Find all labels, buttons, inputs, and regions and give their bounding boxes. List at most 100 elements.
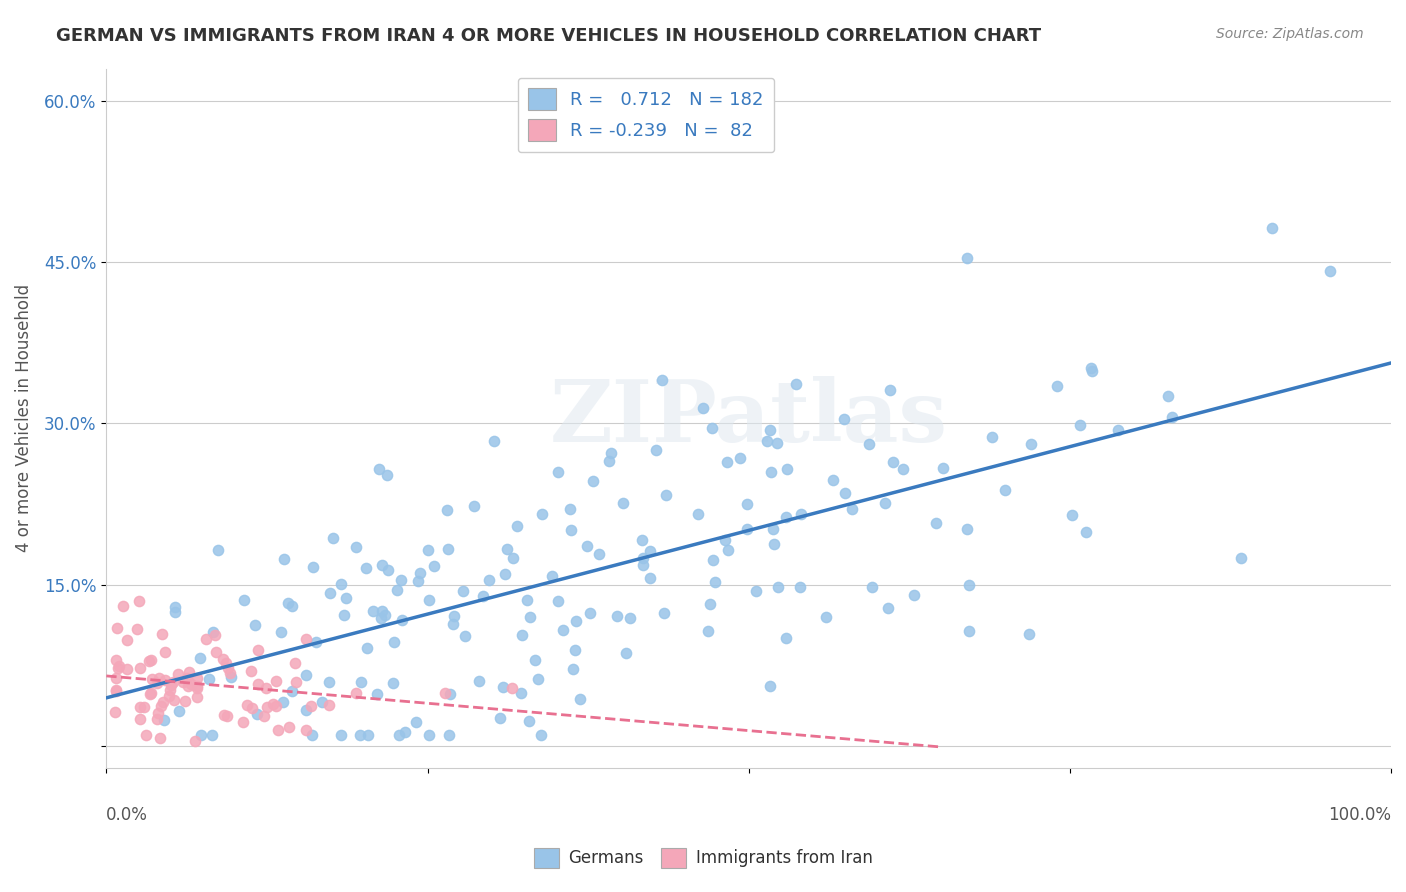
Point: [294, 667, 316, 681]
Point: [254, 681, 277, 695]
Point: [1069, 417, 1091, 432]
Point: [146, 676, 169, 690]
Point: [1157, 389, 1180, 403]
Point: [367, 462, 389, 476]
Point: [394, 725, 416, 739]
Point: [561, 662, 583, 676]
Point: [117, 662, 139, 676]
Point: [728, 450, 751, 465]
Point: [381, 675, 404, 690]
Point: [925, 516, 948, 530]
Point: [416, 543, 439, 558]
Point: [148, 671, 170, 685]
Point: [489, 711, 512, 725]
Point: [484, 434, 506, 448]
Point: [454, 629, 477, 643]
Point: [834, 485, 856, 500]
Point: [385, 583, 408, 598]
Text: GERMAN VS IMMIGRANTS FROM IRAN 4 OR MORE VEHICLES IN HOUSEHOLD CORRELATION CHART: GERMAN VS IMMIGRANTS FROM IRAN 4 OR MORE…: [56, 27, 1042, 45]
Point: [104, 671, 127, 685]
Point: [516, 592, 538, 607]
Point: [496, 541, 519, 556]
Point: [270, 624, 292, 639]
Point: [472, 589, 495, 603]
Point: [127, 623, 149, 637]
Point: [186, 671, 208, 685]
Point: [579, 607, 602, 621]
Point: [271, 695, 294, 709]
Point: [756, 434, 779, 449]
Point: [531, 507, 554, 521]
Point: [815, 610, 838, 624]
Point: [177, 679, 200, 693]
Point: [759, 423, 782, 437]
Point: [105, 653, 128, 667]
Point: [172, 675, 194, 690]
Point: [789, 580, 811, 594]
Point: [111, 599, 134, 613]
Point: [215, 709, 238, 723]
Point: [138, 654, 160, 668]
Point: [650, 373, 672, 387]
Point: [692, 401, 714, 415]
Point: [510, 685, 533, 699]
Point: [186, 681, 208, 695]
Point: [439, 687, 461, 701]
Point: [349, 728, 371, 742]
Point: [823, 474, 845, 488]
Point: [284, 657, 307, 671]
Point: [375, 467, 398, 482]
Point: [612, 496, 634, 510]
Point: [1161, 409, 1184, 424]
Y-axis label: 4 or more Vehicles in Household: 4 or more Vehicles in Household: [15, 284, 32, 552]
Point: [104, 684, 127, 698]
Point: [218, 665, 240, 680]
Point: [194, 632, 217, 646]
Point: [165, 606, 187, 620]
Point: [582, 475, 605, 489]
Point: [558, 502, 581, 516]
Point: [247, 643, 270, 657]
Point: [699, 598, 721, 612]
Point: [994, 483, 1017, 497]
Point: [588, 547, 610, 561]
Point: [519, 610, 541, 624]
Point: [382, 634, 405, 648]
Point: [273, 551, 295, 566]
Point: [344, 686, 367, 700]
Point: [638, 544, 661, 558]
Point: [785, 377, 807, 392]
Point: [832, 412, 855, 426]
Point: [1062, 508, 1084, 522]
Point: [540, 568, 562, 582]
Point: [167, 666, 190, 681]
Point: [418, 593, 440, 607]
Point: [139, 653, 162, 667]
Point: [350, 674, 373, 689]
Point: [146, 712, 169, 726]
Point: [606, 609, 628, 624]
Point: [433, 685, 456, 699]
Point: [277, 720, 299, 734]
Point: [391, 613, 413, 627]
Point: [357, 728, 380, 742]
Point: [478, 574, 501, 588]
Point: [702, 421, 724, 435]
Point: [441, 617, 464, 632]
Point: [423, 559, 446, 574]
Point: [371, 558, 394, 572]
Point: [576, 539, 599, 553]
Point: [366, 687, 388, 701]
Point: [152, 695, 174, 709]
Point: [256, 700, 278, 714]
Point: [204, 645, 226, 659]
Point: [180, 677, 202, 691]
Point: [333, 607, 356, 622]
Point: [409, 566, 432, 580]
Point: [568, 692, 591, 706]
Point: [186, 690, 208, 704]
Point: [564, 643, 586, 657]
Point: [437, 728, 460, 742]
Point: [644, 443, 666, 458]
Point: [135, 727, 157, 741]
